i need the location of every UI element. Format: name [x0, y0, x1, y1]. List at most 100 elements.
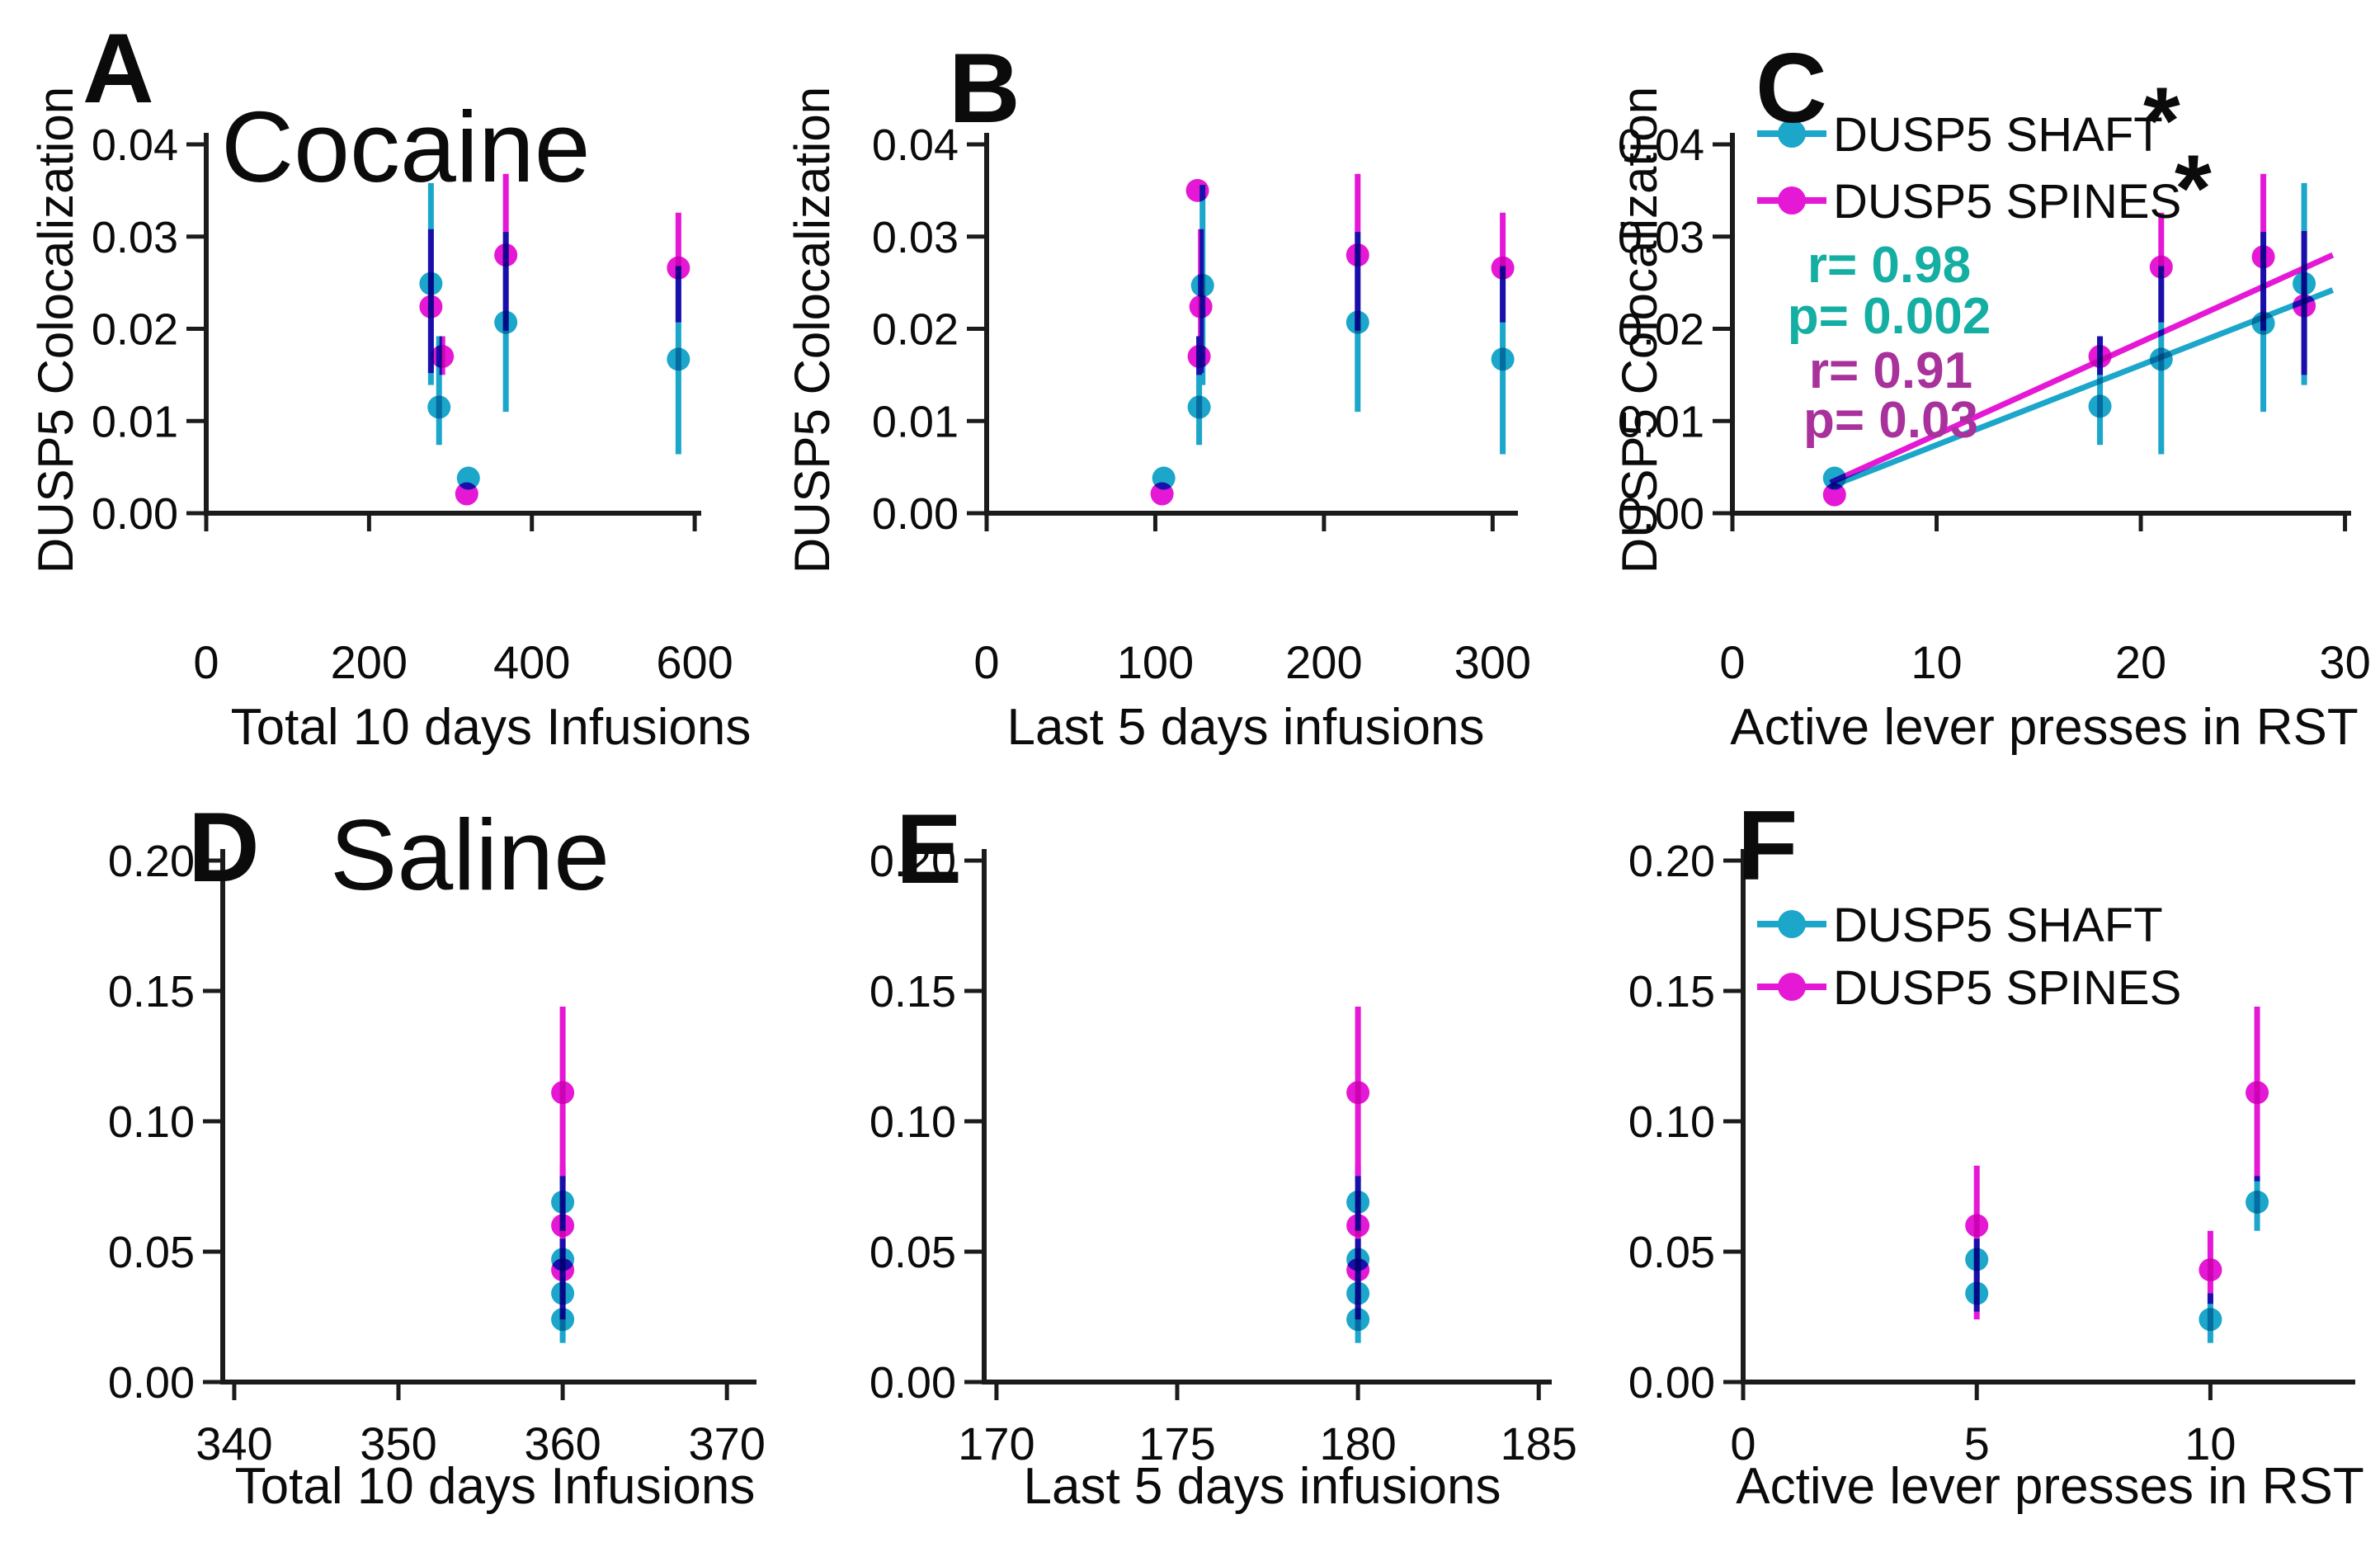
- panel-d: 0.00 0.05 0.10 0.15 0.20 340 350 360 370: [108, 837, 766, 1469]
- legend-label: DUSP5 SHAFT: [1833, 108, 2163, 162]
- series-spines: [1822, 245, 2316, 507]
- data-point: [551, 1258, 575, 1282]
- x-tick-label: 600: [656, 636, 733, 688]
- x-tick-label: 20: [2115, 636, 2166, 688]
- data-point: [1965, 1214, 1989, 1238]
- data-point: [419, 271, 443, 295]
- y-tick-label: 0.01: [92, 397, 178, 446]
- panel-f-letter: F: [1737, 790, 1800, 901]
- x-tick-label: 0: [973, 636, 999, 688]
- data-point: [551, 1281, 575, 1305]
- data-point: [2088, 394, 2112, 418]
- data-point: [1346, 1258, 1370, 1282]
- legend-label: DUSP5 SHAFT: [1833, 899, 2163, 952]
- y-tick-label: 0.03: [92, 213, 178, 262]
- data-point: [1822, 466, 1846, 490]
- data-point: [455, 482, 478, 506]
- series-shaft: [419, 271, 690, 490]
- legend-label: DUSP5 SPINES: [1833, 961, 2181, 1015]
- y-tick-label: 0.04: [92, 120, 178, 170]
- y-tick-label: 0.00: [1618, 489, 1704, 539]
- y-tick-label: 0.20: [1628, 837, 1715, 886]
- data-point: [2246, 1081, 2269, 1105]
- y-tick-label: 0.03: [872, 213, 959, 262]
- y-tick-label: 0.15: [870, 967, 956, 1017]
- data-point: [2199, 1308, 2222, 1332]
- data-point: [1822, 483, 1846, 507]
- y-tick-label: 0.00: [870, 1358, 956, 1408]
- series-spines: [1346, 1081, 1370, 1282]
- series-shaft: [1965, 1190, 2269, 1332]
- data-point: [1346, 310, 1369, 334]
- data-point: [551, 1308, 575, 1332]
- data-point: [2251, 245, 2275, 269]
- data-point: [494, 243, 518, 267]
- y-tick-label: 0.00: [1628, 1358, 1715, 1408]
- series-spines: [419, 243, 690, 506]
- axis-frame: [220, 849, 756, 1385]
- correlation-stat: p= 0.002: [1788, 288, 1991, 345]
- data-point: [1346, 1281, 1370, 1305]
- data-point: [2251, 311, 2275, 335]
- x-tick-label: 10: [1911, 636, 1962, 688]
- x-tick-label: 5: [1964, 1418, 1990, 1469]
- y-tick-label: 0.04: [1618, 120, 1704, 170]
- cocaine-group-title: Cocaine: [221, 91, 591, 203]
- panel-c-yaxis-title: DUSP5 Colocalization: [1612, 86, 1667, 574]
- legend-marker-dot: [1778, 910, 1806, 938]
- x-tick-label: 100: [1117, 636, 1194, 688]
- axis-frame: [984, 133, 1518, 516]
- error-bars-spines: [1196, 173, 1506, 375]
- y-tick-label: 0.03: [1618, 213, 1704, 262]
- data-point: [2246, 1190, 2269, 1214]
- series-shaft: [1822, 271, 2316, 490]
- panel-e-xaxis-title: Last 5 days infusions: [1023, 1458, 1501, 1515]
- legend-marker-dot: [1778, 973, 1806, 1001]
- panel-a-letter: A: [82, 13, 156, 124]
- y-tick-label: 0.10: [870, 1097, 956, 1147]
- x-tick-label: 185: [1501, 1418, 1577, 1469]
- panel-c-xaxis-title: Active lever presses in RST: [1730, 699, 2359, 756]
- regression-line-shaft: [1829, 287, 2334, 489]
- legend-marker-dot: [1778, 120, 1806, 148]
- x-tick-label: 370: [688, 1418, 765, 1469]
- panel-a-yaxis-title: DUSP5 Colocalization: [28, 86, 83, 574]
- data-point: [427, 395, 451, 419]
- data-point: [551, 1190, 575, 1214]
- x-tick-label: 10: [2184, 1418, 2236, 1469]
- y-tick-label: 0.01: [1618, 397, 1704, 446]
- y-tick-label: 0.10: [108, 1097, 195, 1147]
- x-tick-label: 300: [1454, 636, 1531, 688]
- series-spines: [1965, 1081, 2269, 1282]
- x-tick-label: 175: [1138, 1418, 1215, 1469]
- y-tick-label: 0.04: [872, 120, 959, 170]
- panel-b-letter: B: [949, 33, 1022, 144]
- x-tick-label: 170: [958, 1418, 1034, 1469]
- data-point: [1965, 1248, 1989, 1271]
- data-point: [1491, 347, 1515, 371]
- y-tick-label: 0.00: [108, 1358, 195, 1408]
- data-point: [2149, 347, 2173, 371]
- panel-c-letter: C: [1756, 33, 1829, 144]
- panel-b: 0.00 0.01 0.02 0.03 0.04 0 100 200 300: [872, 120, 1531, 688]
- panel-d-letter: D: [188, 792, 262, 903]
- data-point: [494, 310, 518, 334]
- y-tick-label: 0.02: [92, 305, 178, 355]
- data-point: [2293, 271, 2316, 295]
- y-tick-label: 0.15: [108, 967, 195, 1017]
- data-point: [1187, 345, 1211, 369]
- data-point: [1346, 243, 1369, 267]
- panel-b-xaxis-title: Last 5 days infusions: [1006, 699, 1485, 756]
- legend-marker-dot: [1778, 186, 1806, 215]
- data-point: [1150, 482, 1174, 506]
- data-point: [1187, 395, 1211, 419]
- data-point: [1491, 256, 1515, 280]
- data-point: [551, 1214, 575, 1238]
- correlation-stat: r= 0.91: [1809, 342, 1972, 399]
- error-bars-shaft: [427, 182, 681, 455]
- data-point: [667, 256, 690, 280]
- panel-e: 0.00 0.05 0.10 0.15 0.20 170 175 180 185: [870, 837, 1577, 1469]
- panel-c: 0.00 0.01 0.02 0.03 0.04 0 10 20 30 DUSP5 SHAFT*D…: [1618, 68, 2371, 688]
- data-point: [1346, 1081, 1370, 1105]
